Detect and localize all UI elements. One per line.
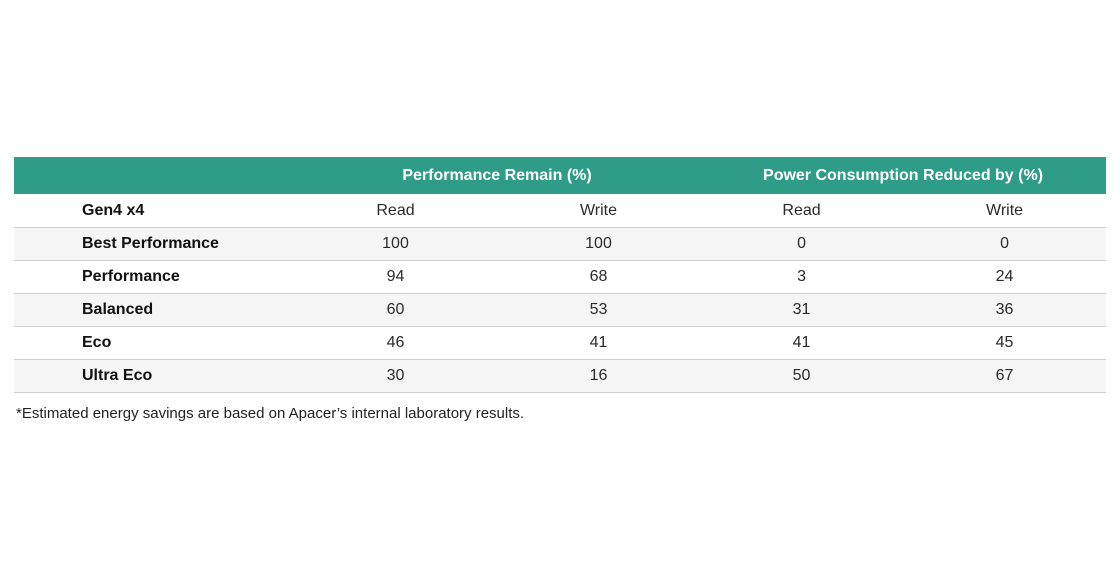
table-cell: 100: [497, 227, 701, 261]
table-cell: 36: [903, 293, 1107, 327]
table-cell: 0: [700, 227, 904, 261]
table-cell: 31: [700, 293, 904, 327]
power-mode-table: Performance Remain (%) Power Consumption…: [14, 157, 1107, 393]
table-cell: 41: [700, 326, 904, 360]
subheader-col-power-write: Write: [903, 194, 1107, 228]
table-cell: 45: [903, 326, 1107, 360]
group-header-performance-remain: Performance Remain (%): [294, 157, 701, 194]
table-row: Balanced 60 53 31 36: [14, 293, 1107, 327]
table-cell: 30: [294, 359, 497, 393]
subheader-col-perf-write: Write: [497, 194, 701, 228]
row-label: Balanced: [14, 293, 294, 327]
power-mode-table-container: Performance Remain (%) Power Consumption…: [14, 157, 1107, 393]
subheader-col-perf-read: Read: [294, 194, 497, 228]
table-row: Ultra Eco 30 16 50 67: [14, 359, 1107, 393]
table-cell: 50: [700, 359, 904, 393]
table-cell: 41: [497, 326, 701, 360]
row-label: Performance: [14, 260, 294, 294]
table-row: Performance 94 68 3 24: [14, 260, 1107, 294]
table-cell: 46: [294, 326, 497, 360]
table-cell: 16: [497, 359, 701, 393]
subheader-col-power-read: Read: [700, 194, 904, 228]
table-cell: 100: [294, 227, 497, 261]
table-cell: 0: [903, 227, 1107, 261]
footnote: *Estimated energy savings are based on A…: [16, 405, 525, 422]
table-cell: 24: [903, 260, 1107, 294]
group-header-power-reduced: Power Consumption Reduced by (%): [700, 157, 1107, 194]
table-row: Eco 46 41 41 45: [14, 326, 1107, 360]
subheader-label: Gen4 x4: [14, 194, 294, 228]
row-label: Best Performance: [14, 227, 294, 261]
row-label: Ultra Eco: [14, 359, 294, 393]
table-row: Best Performance 100 100 0 0: [14, 227, 1107, 261]
table-cell: 60: [294, 293, 497, 327]
table-cell: 68: [497, 260, 701, 294]
table-cell: 3: [700, 260, 904, 294]
table-cell: 53: [497, 293, 701, 327]
group-header-row: Performance Remain (%) Power Consumption…: [14, 157, 1107, 194]
table-cell: 67: [903, 359, 1107, 393]
row-label: Eco: [14, 326, 294, 360]
subheader-row: Gen4 x4 Read Write Read Write: [14, 194, 1107, 228]
group-header-empty: [14, 157, 294, 194]
table-cell: 94: [294, 260, 497, 294]
